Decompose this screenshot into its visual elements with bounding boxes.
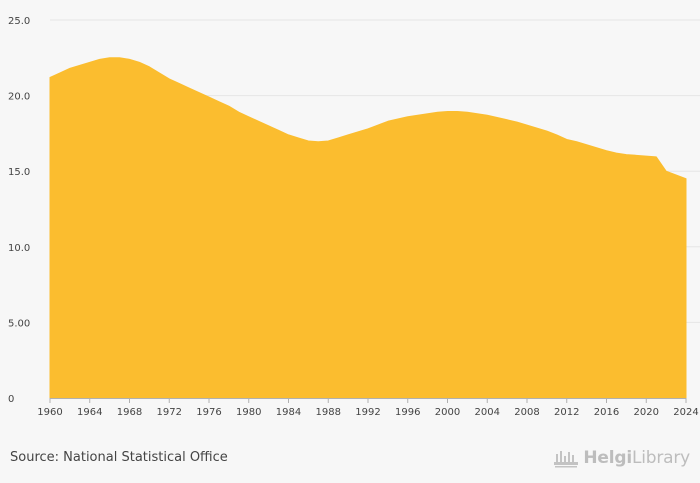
series-area (49, 57, 687, 399)
logo-wordmark: HelgiLibrary (583, 448, 690, 468)
y-tick-label: 0 (8, 394, 14, 405)
y-tick-label: 5.00 (8, 318, 30, 329)
x-tick-label: 1960 (37, 407, 62, 418)
y-tick-label: 10.0 (8, 243, 30, 254)
x-tick-label: 1968 (117, 407, 142, 418)
source-note: Source: National Statistical Office (10, 450, 228, 465)
y-tick-label: 20.0 (8, 92, 30, 103)
x-tick-label: 2024 (673, 407, 698, 418)
y-tick-labels: 0 5.00 10.0 15.0 20.0 25.0 (8, 16, 30, 405)
chart-footer: Source: National Statistical Office Helg… (0, 440, 700, 483)
x-tick-label: 1984 (276, 407, 301, 418)
x-tick-label: 1976 (196, 407, 221, 418)
axes (49, 398, 687, 403)
x-tick-label: 2004 (475, 407, 500, 418)
series-area-group (49, 57, 687, 399)
library-building-icon (554, 451, 579, 468)
x-tick-label: 1992 (355, 407, 380, 418)
x-tick-label: 2020 (634, 407, 659, 418)
x-tick-label: 1988 (316, 407, 341, 418)
y-tick-label: 15.0 (8, 167, 30, 178)
x-tick-label: 1972 (157, 407, 182, 418)
x-tick-label: 2016 (594, 407, 619, 418)
y-tick-label: 25.0 (8, 16, 30, 27)
logo-text-light: Library (631, 448, 690, 468)
x-tick-label: 2008 (514, 407, 539, 418)
x-tick-labels: 1960 1964 1968 1972 1976 1980 1984 1988 1992 1996… (37, 407, 698, 418)
x-tick-label: 1964 (77, 407, 102, 418)
x-tick-label: 2012 (554, 407, 579, 418)
x-tick-label: 1996 (395, 407, 420, 418)
helgilibrary-logo[interactable]: HelgiLibrary (553, 446, 690, 470)
logo-text-bold: Helgi (583, 448, 632, 468)
x-tick-label: 2000 (435, 407, 460, 418)
x-tick-label: 1980 (236, 407, 261, 418)
